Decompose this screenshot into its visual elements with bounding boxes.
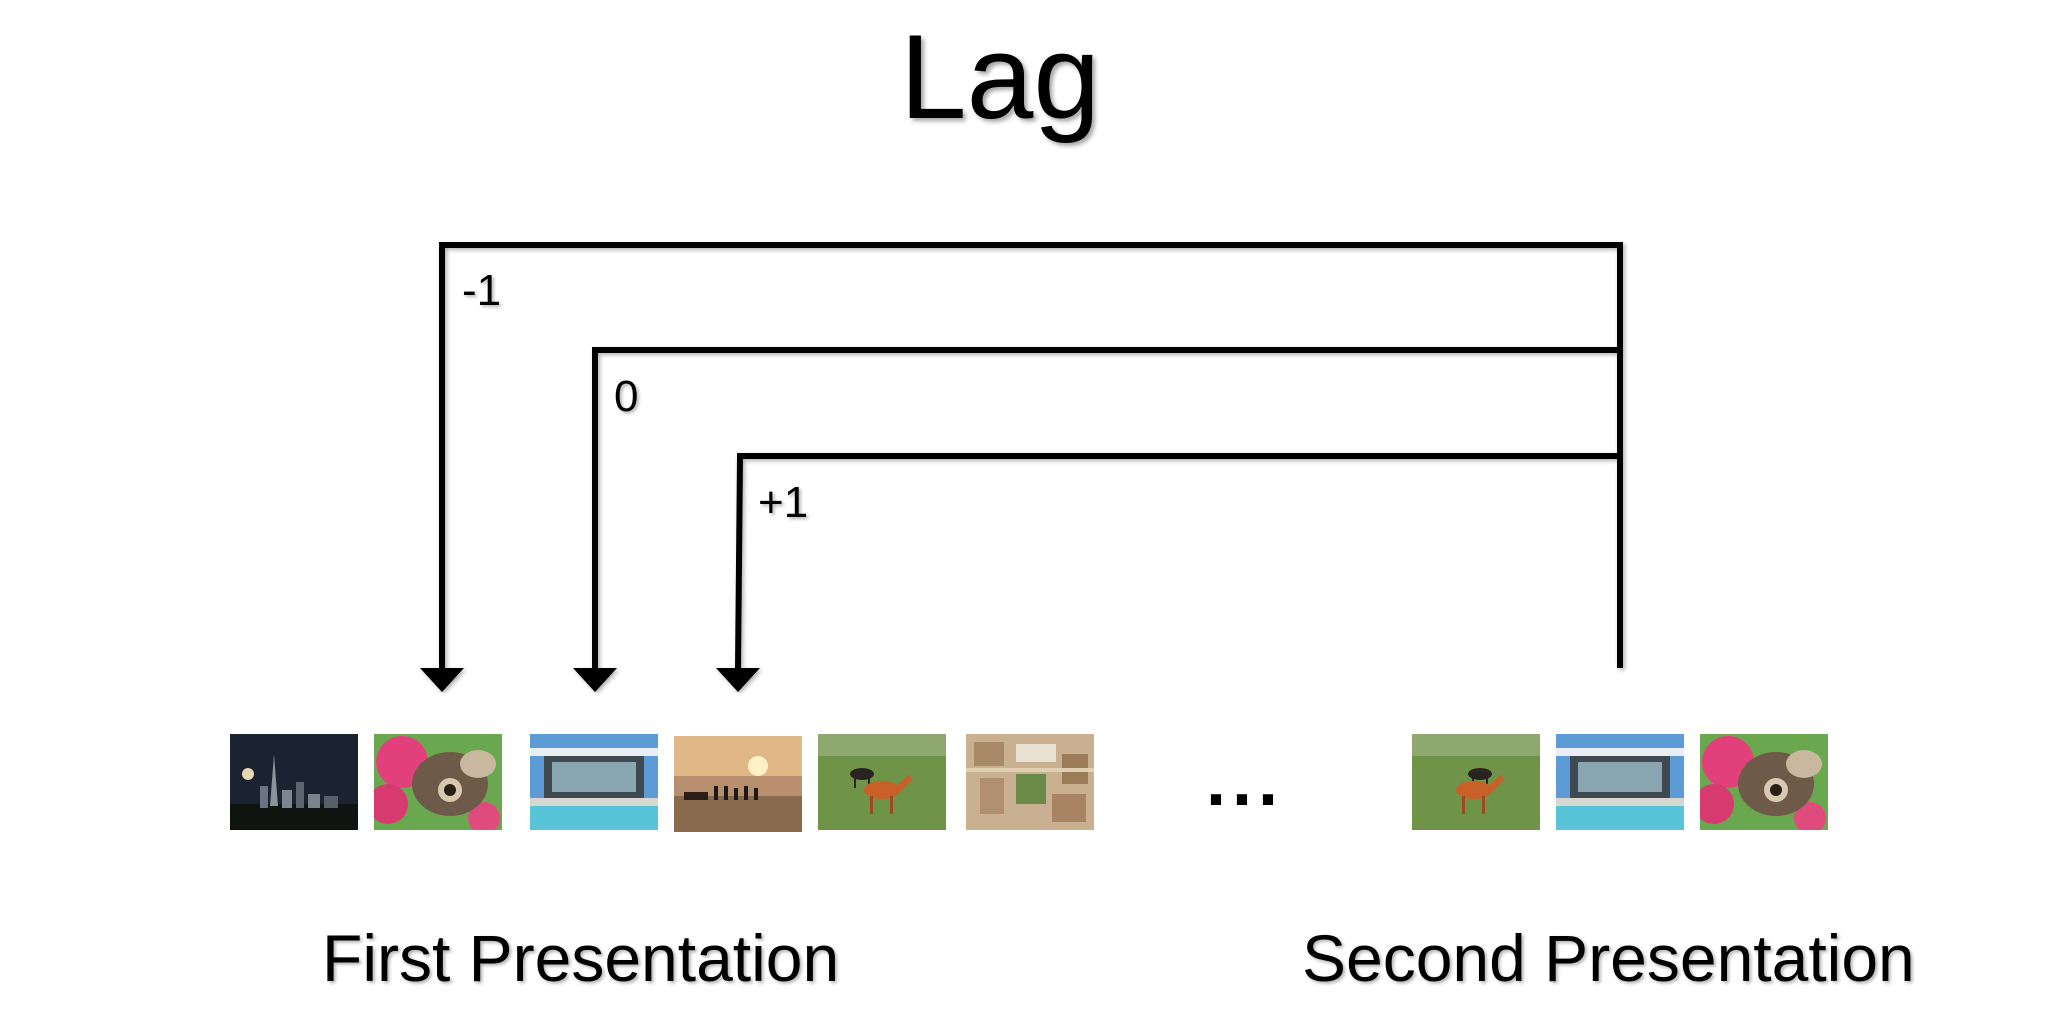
image-beach-sunset <box>674 736 802 832</box>
caption-second-presentation: Second Presentation <box>1302 921 1915 995</box>
ellipsis: ... <box>1206 741 1285 821</box>
page-title: Lag <box>899 10 1101 144</box>
lag-0-line <box>592 347 1620 668</box>
image-butterfly-repeat <box>1700 734 1828 830</box>
arrowhead-0 <box>573 668 617 692</box>
image-horses-field <box>818 734 946 830</box>
lag-label-plus1: +1 <box>758 478 809 527</box>
image-city-skyline <box>230 734 358 830</box>
lag-minus1-line <box>439 242 1620 668</box>
image-pool-house-repeat <box>1556 734 1684 830</box>
arrowhead-plus1 <box>716 668 760 692</box>
lag-plus1-line <box>735 453 1620 669</box>
image-horses-field-repeat <box>1412 734 1540 830</box>
lag-label-0: 0 <box>614 372 639 421</box>
arrowhead-minus1 <box>420 668 464 692</box>
image-butterfly <box>374 734 502 830</box>
image-aerial-village <box>966 734 1094 830</box>
caption-first-presentation: First Presentation <box>322 921 840 995</box>
image-pool-house <box>530 734 658 830</box>
lag-label-minus1: -1 <box>462 266 502 315</box>
